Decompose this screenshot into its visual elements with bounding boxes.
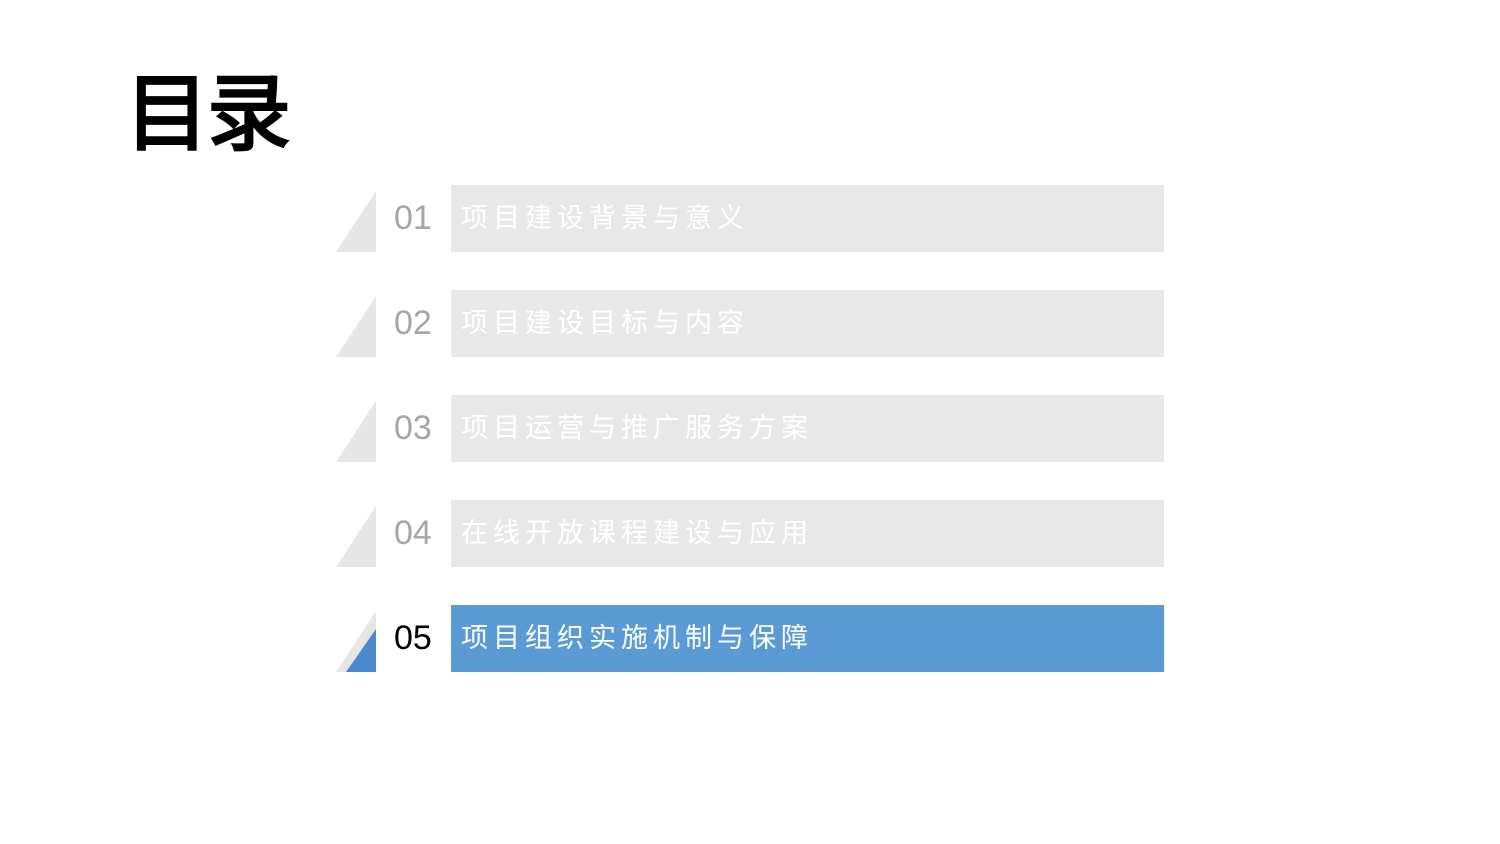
toc-item-label: 项目组织实施机制与保障 bbox=[451, 605, 1164, 672]
toc-item-label: 项目建设目标与内容 bbox=[451, 290, 1164, 357]
toc-item-number: 05 bbox=[394, 619, 432, 657]
toc-item-number: 04 bbox=[394, 514, 432, 552]
toc-item-number: 03 bbox=[394, 409, 432, 447]
toc-item-label: 在线开放课程建设与应用 bbox=[451, 500, 1164, 567]
corner-triangle-icon bbox=[336, 401, 376, 462]
corner-triangle-icon bbox=[336, 611, 376, 672]
corner-triangle-icon bbox=[336, 506, 376, 567]
toc-item-02[interactable]: 02 项目建设目标与内容 bbox=[336, 290, 1166, 357]
toc-item-number: 02 bbox=[394, 304, 432, 342]
toc-item-05[interactable]: 05 项目组织实施机制与保障 bbox=[336, 605, 1166, 672]
corner-triangle-icon bbox=[336, 191, 376, 252]
toc-item-04[interactable]: 04 在线开放课程建设与应用 bbox=[336, 500, 1166, 567]
corner-triangle-icon bbox=[336, 296, 376, 357]
toc-item-03[interactable]: 03 项目运营与推广服务方案 bbox=[336, 395, 1166, 462]
page-title: 目录 bbox=[125, 65, 291, 163]
toc-item-number: 01 bbox=[394, 199, 432, 237]
toc-item-01[interactable]: 01 项目建设背景与意义 bbox=[336, 185, 1166, 252]
toc-item-label: 项目建设背景与意义 bbox=[451, 185, 1164, 252]
table-of-contents: 01 项目建设背景与意义 02 项目建设目标与内容 03 项目运营与推广服务方案… bbox=[336, 185, 1166, 710]
toc-item-label: 项目运营与推广服务方案 bbox=[451, 395, 1164, 462]
